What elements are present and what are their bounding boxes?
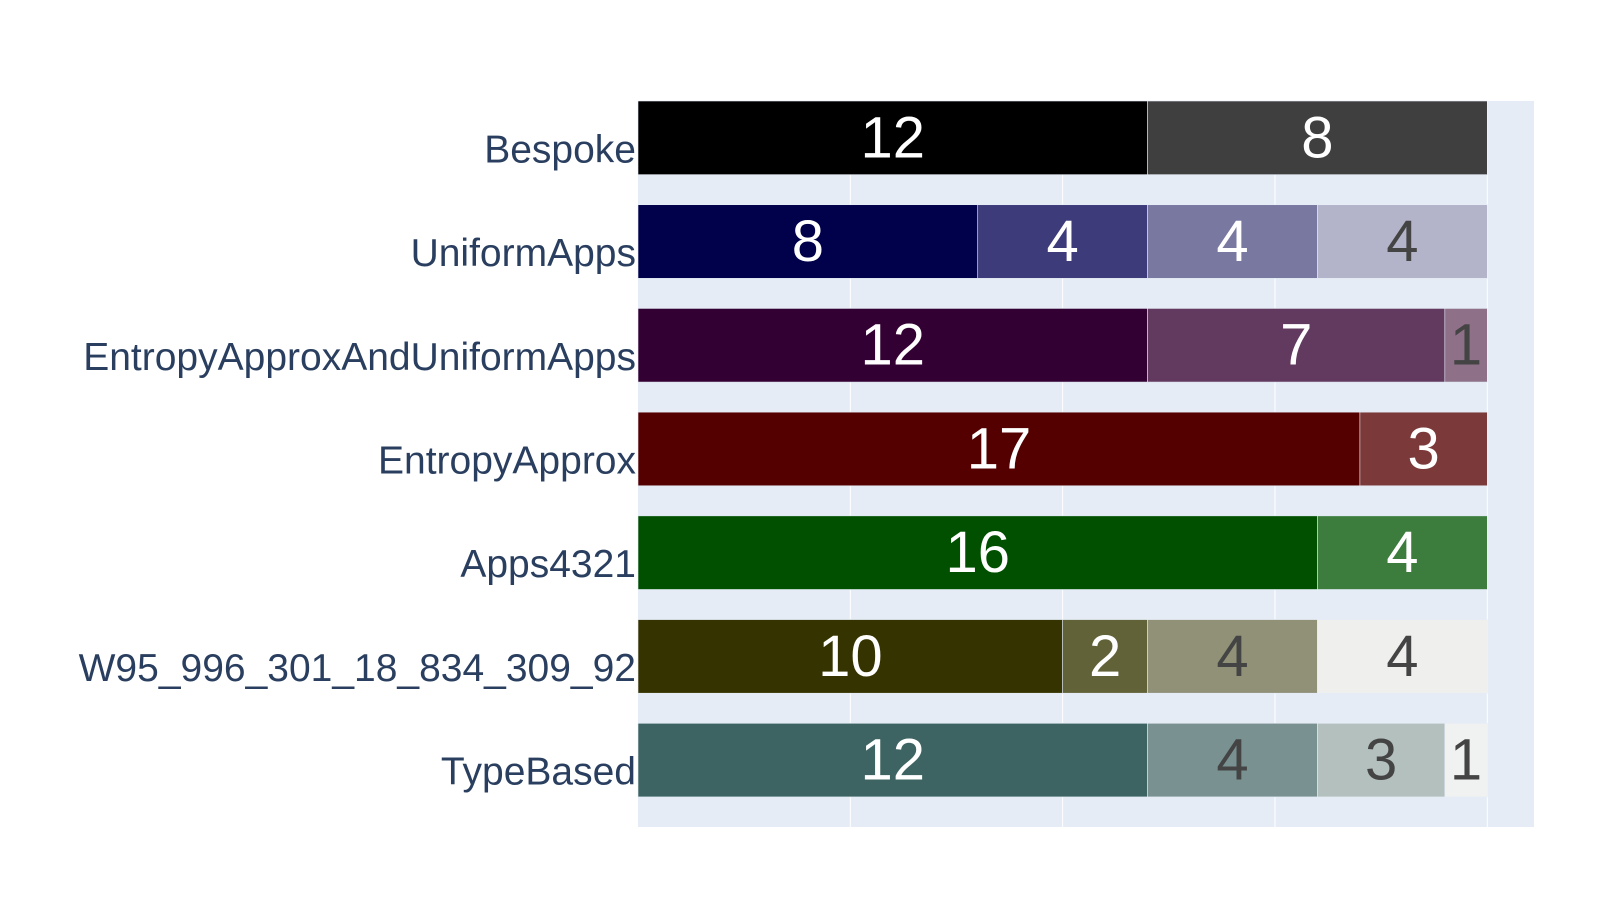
bar-segment-value-label: 4 [1216, 624, 1248, 689]
bar-segment-value-label: 1 [1450, 728, 1482, 793]
category-tick-label: Bespoke [484, 128, 636, 171]
bar-segment-value-label: 4 [1047, 209, 1079, 274]
category-tick-label: TypeBased [441, 751, 636, 794]
bar-segment [1317, 204, 1488, 279]
category-tick-label: EntropyApprox [378, 440, 636, 483]
bar-segment-value-label: 3 [1365, 728, 1397, 793]
bar-segment-value-label: 4 [1216, 728, 1248, 793]
bar-segment-value-label: 10 [818, 624, 883, 689]
bar-segment-value-label: 3 [1407, 416, 1439, 481]
bar-segment-value-label: 12 [861, 728, 926, 793]
category-tick-label: Apps4321 [460, 543, 636, 586]
bar-segment-value-label: 4 [1386, 624, 1418, 689]
bar-segment [1317, 515, 1488, 590]
bars: 12 88 4 4 412 7 117 316 410 2 4 412 4 3 1 [637, 100, 1488, 798]
bar-segment-value-label: 2 [1089, 624, 1121, 689]
bar-segment-value-label: 12 [861, 313, 926, 378]
bar-segment [637, 411, 1361, 487]
bar-segment [637, 722, 1148, 798]
bar-segment-value-label: 12 [861, 105, 926, 170]
bar-segment [1444, 722, 1488, 798]
bar-segment-value-label: 4 [1216, 209, 1248, 274]
bar-segment-value-label: 17 [967, 416, 1032, 481]
category-labels: Bespoke UniformApps EntropyApproxAndUnifor… [79, 128, 637, 793]
bar-segment [1317, 619, 1488, 694]
category-tick-label: EntropyApproxAndUniformApps [83, 336, 636, 379]
bar-segment [637, 204, 979, 279]
category-tick-label: W95_996_301_18_834_309_92 [79, 647, 636, 690]
bar-segment [977, 204, 1148, 279]
bar-segment-value-label: 4 [1386, 209, 1418, 274]
bar-segment [1147, 619, 1318, 694]
bar-segment-value-label: 8 [1301, 105, 1333, 170]
bar-segment [1147, 308, 1446, 383]
bar-segment [1147, 100, 1488, 175]
bar-segment [1317, 722, 1446, 798]
bar-segment-value-label: 4 [1386, 520, 1418, 585]
bar-segment [637, 308, 1148, 383]
bar-segment [1147, 722, 1318, 798]
bar-segment [637, 619, 1063, 694]
bar-segment-value-label: 16 [945, 520, 1010, 585]
bar-segment [637, 100, 1148, 175]
bar-segment [1062, 619, 1148, 694]
bar-segment-value-label: 1 [1450, 313, 1482, 378]
bar-segment [637, 515, 1318, 590]
bar-segment [1147, 204, 1318, 279]
bar-segment-value-label: 8 [792, 209, 824, 274]
bar-segment-value-label: 7 [1280, 313, 1312, 378]
bar-segment [1359, 411, 1488, 487]
category-tick-label: UniformApps [411, 232, 636, 275]
bar-segment [1444, 308, 1488, 383]
